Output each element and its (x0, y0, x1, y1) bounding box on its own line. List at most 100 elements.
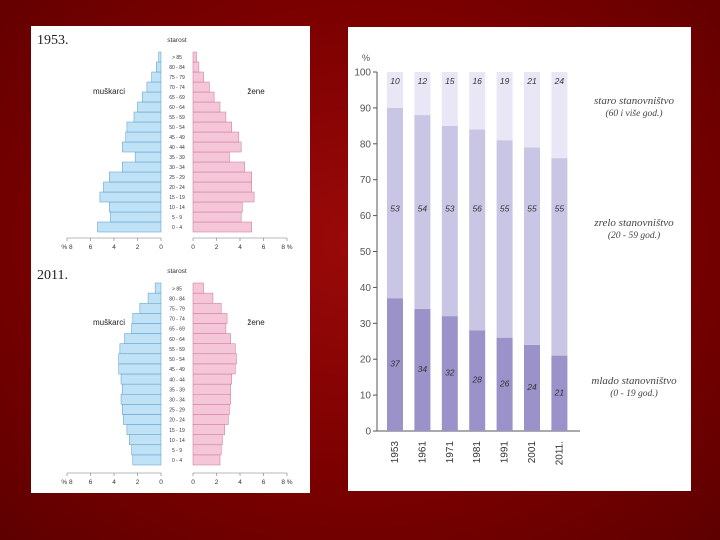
pyramid-0-tick-label: % 8 (61, 244, 73, 251)
pyramid-1-male-bar (139, 302, 162, 314)
pyramid-1-tick-label: 4 (112, 479, 116, 486)
pyramid-1-male-bar (120, 373, 162, 385)
pyramid-0-age-label: 65 - 69 (169, 95, 185, 101)
pyramids-svg: 1953. 2011. starost muškarci žene 0 - 4 5 - … (37, 33, 293, 486)
pyramid-1-female-bar (192, 313, 228, 324)
pyramid-1-age-label: 20 - 24 (169, 418, 185, 424)
pyramid-0-age-label: 25 - 29 (169, 175, 185, 181)
pyramid-1-female-bar (192, 343, 236, 355)
pyramid-0-male-bar (156, 61, 162, 73)
pyramid-1-female-bar (192, 434, 223, 446)
pyramid-0-tick-label: 0 (191, 244, 195, 251)
pyramid-1-age-label: 75 - 79 (169, 307, 185, 313)
pyramid-1-female-label: žene (247, 318, 265, 327)
pyramid-1-tick-label: 6 (262, 479, 266, 486)
pyramid-0-female-bar (192, 171, 252, 183)
pyramid-0-age-label: 10 - 14 (169, 205, 185, 211)
stacked-bar-value-label: 55 (500, 203, 510, 213)
pyramid-0-female-bar (192, 91, 215, 103)
pyramid-0-age-label: 20 - 24 (169, 185, 185, 191)
pyramid-1-age-label: > 85 (172, 286, 182, 292)
stacked-bar-value-label: 24 (554, 76, 565, 86)
y-tick-label: 60 (360, 211, 372, 222)
pyramid-1-female-bar (192, 292, 214, 304)
pyramid-1-age-label: 50 - 54 (169, 357, 185, 363)
pyramid-1-age-label: 10 - 14 (169, 438, 185, 444)
pyramid-1-female-bar (192, 353, 237, 365)
pyramid-1-female-bar (192, 302, 222, 314)
pyramid-1-female-bar (192, 333, 231, 344)
stacked-bar-value-label: 55 (555, 203, 565, 213)
pyramid-1-male-bar (123, 414, 162, 425)
legend-title: mlado stanovništvo (591, 375, 677, 387)
pyramid-0-tick-label: 8 % (281, 244, 292, 251)
pyramid-1-male-bar (124, 333, 162, 344)
pyramid-0-age-label: 45 - 49 (169, 135, 185, 141)
pyramid-1-tick-label: 0 (191, 479, 195, 486)
pyramid-0-tick-label: 2 (215, 244, 219, 251)
stacked-bar-mature-segment (524, 147, 540, 345)
stacked-bar-mature-segment (469, 129, 486, 331)
pyramid-1-female-bar (192, 383, 231, 395)
pyramid-0-male-bar (126, 121, 162, 133)
y-tick-label: 40 (360, 283, 372, 294)
pyramid-0-female-bar (192, 191, 255, 203)
stacked-bar-value-label: 19 (500, 76, 510, 86)
stacked-bar-value-label: 15 (445, 76, 455, 86)
pyramid-1-male-bar (154, 282, 162, 294)
stacked-bar-young-segment (469, 330, 486, 431)
pyramid-0-age-label: 0 - 4 (172, 225, 182, 231)
pyramid-0-female-bar (192, 151, 230, 163)
pyramid-1-tick-label: 2 (136, 479, 140, 486)
pyramid-0-female-label: žene (247, 87, 265, 96)
legend-subtitle: (20 - 59 god.) (608, 230, 660, 241)
y-tick-label: 100 (354, 68, 371, 79)
stacked-bar-value-label: 53 (390, 203, 400, 213)
stacked-bar-value-label: 56 (472, 203, 482, 213)
population-pyramids-panel: 1953. 2011. starost muškarci žene 0 - 4 5 - … (31, 26, 310, 493)
x-tick-label: 1961 (417, 441, 428, 464)
pyramid-0-male-bar (146, 81, 162, 93)
pyramid-1-age-label: 25 - 29 (169, 408, 185, 414)
legend-title: zrelo stanovništvo (593, 217, 674, 229)
pyramid-0-male-bar (158, 51, 162, 63)
pyramid-1-age-label: 65 - 69 (169, 327, 185, 333)
stacked-bar-value-label: 21 (526, 76, 537, 86)
pyramid-1-female-bar (192, 424, 225, 435)
pyramid-0-male-bar (109, 201, 162, 213)
stacked-bar-mature-segment (387, 107, 403, 299)
pyramid-1-age-label: 55 - 59 (169, 347, 185, 353)
pyramid-1-male-bar (131, 444, 162, 456)
pyramid-1-female-bar (192, 393, 231, 405)
pyramid-1-age-label: 35 - 39 (169, 387, 185, 393)
stacked-bar-old-segment (387, 72, 403, 108)
pyramid-0-male-bar (109, 171, 162, 183)
pyramid-1-male-bar (119, 343, 162, 355)
pyramid-0-tick-label: 6 (89, 244, 93, 251)
pyramid-1-age-label: 60 - 64 (169, 337, 185, 343)
pyramid-1-age-label: 70 - 74 (169, 317, 185, 323)
pyramid-0-male-bar (121, 141, 162, 153)
pyramid-1-tick-label: 8 % (281, 479, 292, 486)
legend-subtitle: (0 - 19 god.) (610, 388, 658, 399)
pyramid-1-tick-label: 6 (89, 479, 93, 486)
stacked-bar-old-segment (551, 72, 568, 159)
pyramid-0-male-bar (134, 151, 162, 163)
pyramid-1953-year: 1953. (37, 33, 69, 48)
pyramid-0-male-bar (121, 161, 162, 173)
pyramid-1-female-bar (192, 282, 204, 294)
stacked-bar-mature-segment (441, 125, 458, 317)
pyramid-1-male-bar (132, 454, 162, 466)
pyramid-0-female-bar (192, 131, 240, 143)
pyramid-1-age-label: 30 - 34 (169, 398, 185, 404)
stacked-bar-value-label: 37 (390, 359, 400, 369)
pyramid-0-center-label: starost (167, 37, 187, 44)
pyramid-0-male-bar (125, 131, 162, 143)
pyramid-0-male-bar (133, 111, 162, 123)
stacked-bar-mature-segment (551, 158, 568, 356)
y-tick-label: 30 (360, 319, 372, 330)
pyramid-1-female-bar (192, 444, 222, 456)
pyramid-0-female-bar (192, 81, 210, 93)
stacked-bar-value-label: 12 (418, 76, 428, 86)
stacked-bar-young-segment (524, 344, 540, 431)
